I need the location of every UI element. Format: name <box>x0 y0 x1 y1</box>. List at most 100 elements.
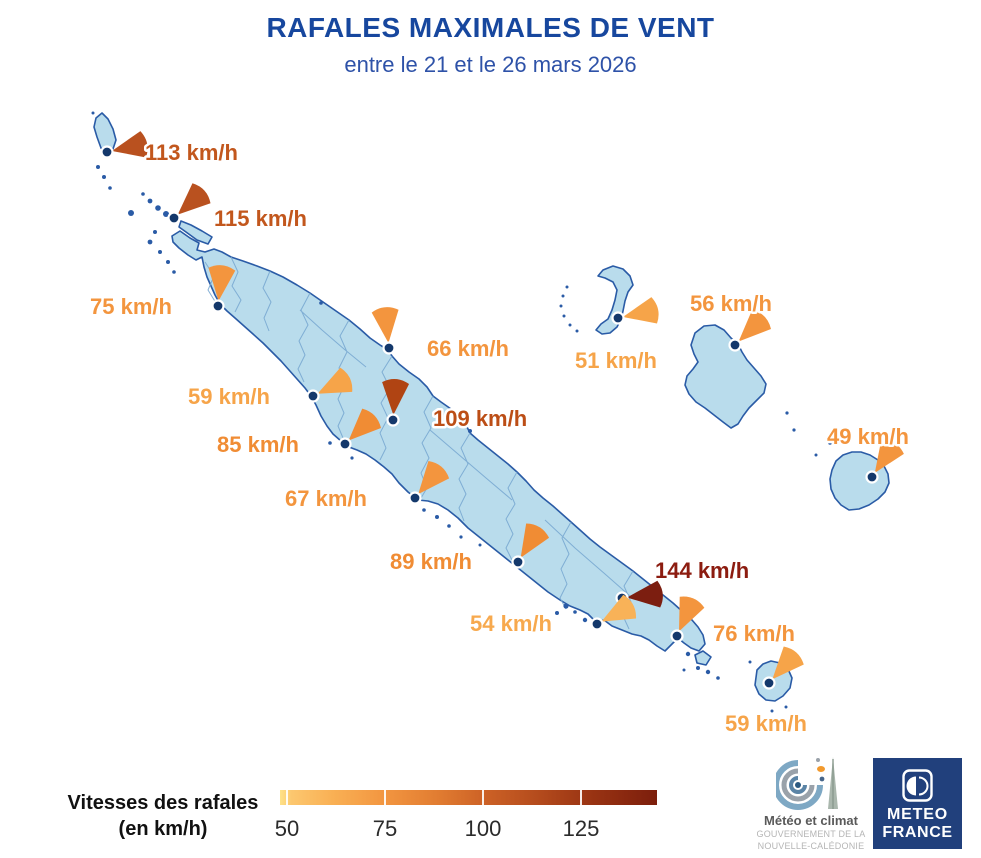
station-label: 66 km/h <box>427 336 509 361</box>
station-label: 59 km/h <box>188 384 270 409</box>
station-west-coast-3: 67 km/h <box>283 460 450 514</box>
station-dot <box>865 470 879 484</box>
brand-mc-title: Météo et climat <box>764 813 858 828</box>
wind-direction-cone <box>622 297 659 324</box>
wind-direction-cone <box>679 596 705 632</box>
station-center-east: 109 km/h <box>382 379 530 434</box>
station-dot <box>306 389 320 403</box>
wind-direction-cone <box>348 408 381 441</box>
meteo-france-icon <box>902 769 933 802</box>
legend-label-line2: (en km/h) <box>118 818 208 840</box>
station-dot <box>386 413 400 427</box>
mf-wordmark-line1: METEO <box>887 806 948 823</box>
station-label: 51 km/h <box>575 348 657 373</box>
logo-orange-dot <box>817 766 825 772</box>
island-lifou <box>684 324 767 429</box>
brand-meteo-climat: Météo et climat GOUVERNEMENT DE LA NOUVE… <box>752 755 870 855</box>
station-ile-des-pins: 59 km/h <box>723 646 809 739</box>
station-dot <box>611 311 625 325</box>
legend-divider <box>286 790 289 805</box>
wind-direction-cone <box>317 367 353 394</box>
station-dot <box>211 299 225 313</box>
brand-mc-gov-line1: GOUVERNEMENT DE LA <box>756 829 866 839</box>
station-southeast: 144 km/h <box>615 556 752 608</box>
station-belep: 113 km/h <box>100 131 240 168</box>
logo-blue-dot <box>819 776 825 782</box>
nautilus-center <box>795 782 801 788</box>
stations-layer: 113 km/h 115 km/h 75 km/h 66 km/h 59 km/h 109… <box>88 131 911 739</box>
mf-wordmark-line2: FRANCE <box>882 824 953 841</box>
station-southwest-coast: 89 km/h <box>388 523 550 577</box>
station-dot <box>382 341 396 355</box>
wind-direction-cone <box>371 307 399 344</box>
station-label: 89 km/h <box>390 549 472 574</box>
station-northeast-coast: 66 km/h <box>371 307 511 364</box>
nautilus-inner-arc <box>789 776 807 794</box>
station-south-tip: 76 km/h <box>670 596 797 649</box>
station-west-coast: 59 km/h <box>186 367 353 412</box>
island-belep <box>93 112 117 155</box>
wind-direction-cone <box>111 131 148 158</box>
station-west-coast-2: 85 km/h <box>215 408 381 460</box>
wind-direction-cone <box>874 438 904 473</box>
wind-direction-cone <box>626 580 663 608</box>
wind-direction-cone <box>738 309 771 342</box>
islets <box>91 111 832 713</box>
station-label: 109 km/h <box>433 406 527 431</box>
legend-divider <box>579 790 582 805</box>
station-dot <box>762 676 776 690</box>
wind-direction-cone <box>208 265 236 302</box>
station-dot <box>728 338 742 352</box>
station-lifou: 56 km/h <box>688 289 774 352</box>
station-label: 59 km/h <box>725 711 807 736</box>
legend-label-line1: Vitesses des rafales <box>67 792 259 814</box>
station-label: 56 km/h <box>690 291 772 316</box>
station-label: 49 km/h <box>827 424 909 449</box>
wind-direction-cone <box>177 183 211 215</box>
island-mare <box>829 451 890 511</box>
wind-direction-cone <box>772 646 804 680</box>
legend-label: Vitesses des rafales (en km/h) <box>56 790 270 842</box>
legend-tick: 50 <box>274 816 300 841</box>
station-ouvea: 51 km/h <box>573 297 659 376</box>
station-dot <box>100 145 114 159</box>
meteo-france-logo: METEO FRANCE <box>873 758 962 849</box>
mf-icon-frame <box>902 769 933 802</box>
logo-gray-dot <box>816 758 820 762</box>
station-label: 67 km/h <box>285 486 367 511</box>
station-north-islets: 115 km/h <box>167 183 309 234</box>
station-dot <box>408 491 422 505</box>
island-ouen <box>694 650 712 666</box>
legend-ticks: 50 75 100 125 <box>275 816 657 842</box>
legend-tick: 100 <box>464 816 502 841</box>
station-label: 144 km/h <box>655 558 749 583</box>
station-mare: 49 km/h <box>825 422 911 484</box>
nautilus-mid-arc <box>781 768 815 802</box>
station-label: 76 km/h <box>713 621 795 646</box>
station-label: 75 km/h <box>90 294 172 319</box>
legend-divider <box>482 790 484 805</box>
legend-divider <box>384 790 387 805</box>
station-dot <box>167 211 181 225</box>
wind-direction-cone <box>418 460 450 495</box>
island-north-islet <box>178 220 213 245</box>
page-title: RAFALES MAXIMALES DE VENT <box>266 12 715 43</box>
wind-direction-cone <box>520 523 550 558</box>
brand-mc-gov-line2: NOUVELLE-CALÉDONIE <box>757 841 865 851</box>
wind-direction-cone <box>382 379 410 416</box>
nautilus-logo-icon <box>776 757 838 810</box>
legend-tick: 75 <box>372 816 398 841</box>
station-northwest-coast: 75 km/h <box>88 265 236 322</box>
legend-tick: 125 <box>562 816 600 841</box>
station-label: 113 km/h <box>145 140 238 165</box>
legend-colorbar <box>280 790 657 805</box>
station-label: 115 km/h <box>214 206 307 231</box>
station-dot <box>338 437 352 451</box>
station-dot <box>670 629 684 643</box>
nautilus-outer-arc <box>776 760 823 810</box>
station-label: 54 km/h <box>470 611 552 636</box>
station-dot <box>590 617 604 631</box>
island-ouvea <box>595 265 634 335</box>
